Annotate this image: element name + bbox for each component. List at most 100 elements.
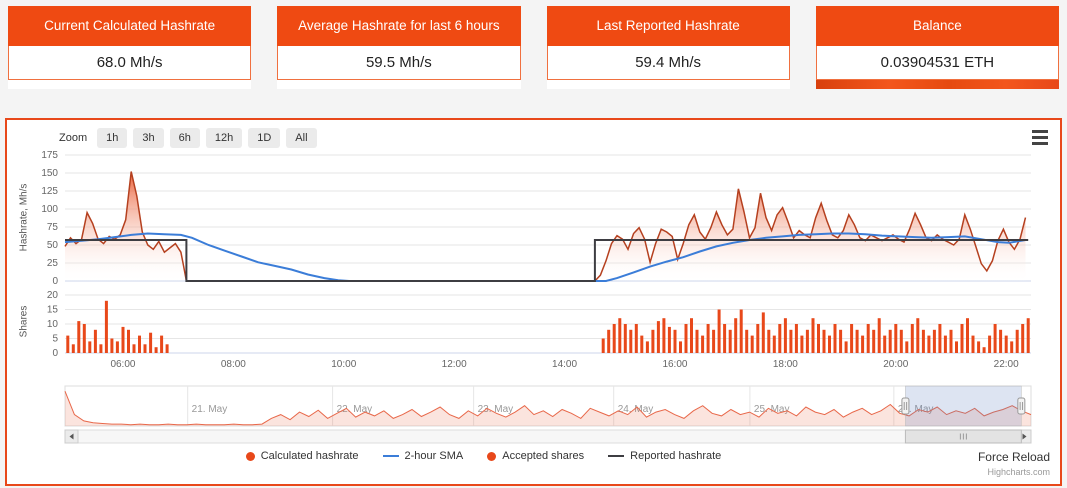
accepted-shares-bar [982, 347, 986, 353]
legend-label: 2-hour SMA [404, 450, 464, 462]
stat-card-average-hashrate: Average Hashrate for last 6 hours 59.5 M… [277, 6, 521, 89]
accepted-shares-bar [1021, 324, 1025, 353]
accepted-shares-bar [783, 318, 787, 353]
accepted-shares-bar [88, 341, 92, 353]
accepted-shares-bar [866, 324, 870, 353]
accepted-shares-bar [1004, 335, 1008, 353]
scrollbar-left-arrow-button[interactable] [64, 429, 79, 444]
accepted-shares-bar [607, 329, 611, 353]
accepted-shares-bar [855, 329, 859, 353]
accepted-shares-bar [772, 335, 776, 353]
accepted-shares-bar [667, 326, 671, 353]
accepted-shares-bar [817, 324, 820, 353]
stat-card-reported-hashrate: Last Reported Hashrate 59.4 Mh/s [546, 6, 790, 89]
zoom-label: Zoom [59, 132, 88, 144]
navigator-handle-right-grip[interactable] [1017, 397, 1026, 415]
sma-line [64, 232, 1026, 282]
accepted-shares-bar [695, 329, 699, 353]
navigator-outline [64, 385, 1032, 427]
navigator-handle-left-grip[interactable] [901, 397, 910, 415]
legend-item-2-hour-sma[interactable]: 2-hour SMA [382, 450, 464, 462]
accepted-shares-bar [949, 329, 953, 353]
accepted-shares-bar [894, 324, 898, 353]
accepted-shares-bar [750, 335, 754, 353]
navigator-date-label: 24. May [618, 404, 654, 415]
scrollbar-track[interactable] [77, 429, 1019, 444]
legend-marker-dot-icon [245, 451, 255, 461]
accepted-shares-bar [640, 335, 644, 353]
chart-context-menu-icon[interactable] [1032, 130, 1048, 148]
hashrate-tick-label: 75 [47, 222, 59, 233]
legend-item-accepted-shares[interactable]: Accepted shares [487, 450, 584, 462]
accepted-shares-bar [99, 344, 103, 353]
zoom-button-1d[interactable]: 1D [248, 128, 281, 148]
accepted-shares-bar [712, 329, 716, 353]
accepted-shares-bar [138, 335, 141, 353]
navigator-handle-right[interactable] [1017, 397, 1026, 415]
accepted-shares-bar [850, 324, 854, 353]
highcharts-credit-link[interactable]: Highcharts.com [987, 467, 1050, 477]
navigator-handle-left[interactable] [901, 397, 910, 415]
accepted-shares-bar [728, 329, 732, 353]
force-reload-link[interactable]: Force Reload [977, 450, 1050, 464]
accepted-shares-bar [960, 324, 964, 353]
legend-item-reported-hashrate[interactable]: Reported hashrate [608, 450, 721, 462]
accepted-shares-bar [71, 344, 75, 353]
hashrate-tick-label: 100 [41, 204, 58, 215]
accepted-shares-bar [966, 318, 969, 353]
accepted-shares-bar [662, 318, 666, 353]
time-tick-label: 20:00 [883, 359, 908, 370]
shares-tick-label: 0 [52, 348, 58, 359]
navigator-selected-range[interactable] [905, 385, 1022, 427]
navigator-date-label: 25. May [754, 404, 790, 415]
accepted-shares-bar [988, 335, 992, 353]
accepted-shares-bar [888, 329, 892, 353]
stat-card-value: 59.5 Mh/s [277, 46, 521, 80]
accepted-shares-bar [910, 324, 914, 353]
accepted-shares-bar [651, 329, 655, 353]
stat-card-value: 68.0 Mh/s [8, 46, 252, 80]
time-tick-label: 16:00 [662, 359, 687, 370]
accepted-shares-bar [734, 318, 738, 353]
accepted-shares-bar [778, 324, 782, 353]
stat-card-value: 59.4 Mh/s [546, 46, 790, 80]
accepted-shares-bar [811, 318, 815, 353]
calculated-hashrate-line [64, 171, 1027, 282]
accepted-shares-bar [104, 300, 108, 353]
zoom-button-6h[interactable]: 6h [169, 128, 200, 148]
time-tick-label: 06:00 [110, 359, 135, 370]
accepted-shares-bar [618, 318, 622, 353]
zoom-button-all[interactable]: All [286, 128, 317, 148]
stat-card-balance: Balance 0.03904531 ETH [815, 6, 1059, 89]
zoom-button-12h[interactable]: 12h [205, 128, 243, 148]
navigator-date-label: 21. May [192, 404, 228, 415]
shares-tick-label: 10 [47, 319, 59, 330]
legend-marker-line-icon [382, 455, 399, 457]
accepted-shares-bar [127, 329, 130, 353]
accepted-shares-bar [601, 338, 605, 353]
calculated-hashrate-area [65, 171, 1026, 281]
accepted-shares-bar [883, 335, 887, 353]
stat-card-value: 0.03904531 ETH [815, 46, 1059, 80]
chart-panel: Zoom 1h 3h 6h 12h 1D All Hashrate, Mh/s … [5, 118, 1062, 486]
accepted-shares-bar [110, 338, 114, 353]
legend-item-calculated-hashrate[interactable]: Calculated hashrate [245, 450, 359, 462]
accepted-shares-bar [971, 335, 975, 353]
accepted-shares-bar [993, 324, 997, 353]
accepted-shares-bar [861, 335, 865, 353]
accepted-shares-bar [723, 324, 727, 353]
accepted-shares-bar [872, 329, 876, 353]
accepted-shares-bar [154, 347, 158, 353]
accepted-shares-bar [143, 344, 147, 353]
accepted-shares-bar [916, 318, 920, 353]
zoom-button-1h[interactable]: 1h [97, 128, 128, 148]
accepted-shares-bar [822, 329, 826, 353]
accepted-shares-bar [115, 341, 119, 353]
scrollbar-thumb[interactable] [904, 429, 1022, 444]
accepted-shares-bar [805, 329, 809, 353]
balance-progress-bar [815, 80, 1059, 89]
zoom-button-3h[interactable]: 3h [133, 128, 164, 148]
accepted-shares-bar [927, 335, 931, 353]
accepted-shares-bar [612, 324, 616, 353]
accepted-shares-bar [955, 341, 958, 353]
